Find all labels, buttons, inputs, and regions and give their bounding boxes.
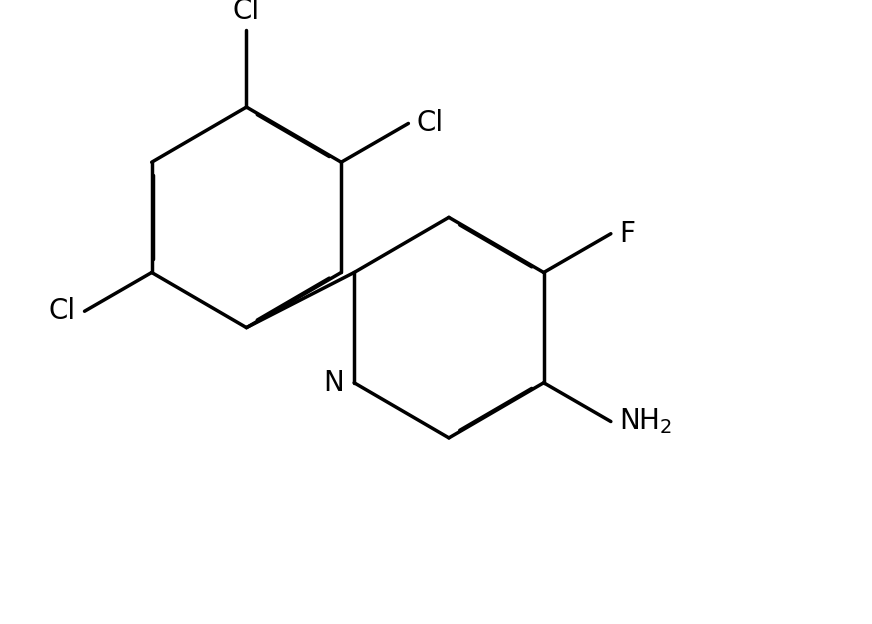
Text: Cl: Cl xyxy=(417,109,444,137)
Text: NH$_2$: NH$_2$ xyxy=(619,407,672,436)
Text: F: F xyxy=(619,220,636,248)
Text: N: N xyxy=(323,369,344,397)
Text: Cl: Cl xyxy=(49,297,76,325)
Text: Cl: Cl xyxy=(233,0,260,25)
